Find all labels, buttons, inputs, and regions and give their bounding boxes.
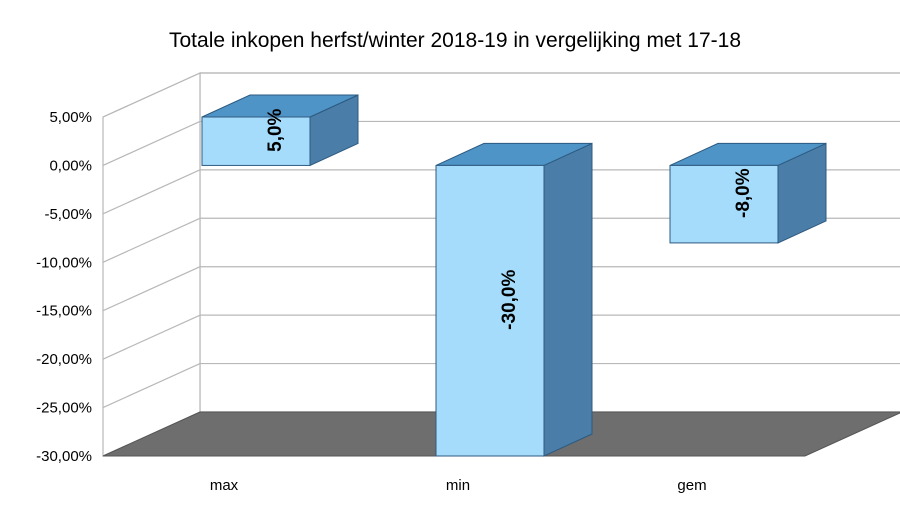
x-tick-label: gem bbox=[677, 477, 706, 494]
y-tick-label: 0,00% bbox=[49, 157, 92, 174]
bar-side bbox=[543, 142, 593, 457]
bar-front bbox=[669, 164, 779, 244]
y-tick-label: -5,00% bbox=[44, 206, 92, 223]
y-tick-label: -30,00% bbox=[36, 448, 92, 465]
x-tick-label: max bbox=[210, 477, 239, 494]
gridline-side-3 bbox=[102, 217, 201, 263]
bar-front bbox=[435, 164, 545, 457]
y-tick-label: -10,00% bbox=[36, 254, 92, 271]
y-tick-label: 5,00% bbox=[49, 109, 92, 126]
bars: 5,0% -30,0% -8,0% bbox=[201, 94, 827, 457]
gridline-side-6 bbox=[102, 363, 201, 409]
side-wall bbox=[102, 72, 201, 457]
bar-min: -30,0% bbox=[435, 142, 593, 457]
bar-max: 5,0% bbox=[201, 94, 359, 167]
x-axis-categories: max min gem bbox=[210, 477, 707, 494]
y-axis-ticks: 5,00% 0,00% -5,00% -10,00% -15,00% -20,00% -25… bbox=[36, 109, 92, 465]
bar-gem: -8,0% bbox=[669, 142, 827, 244]
gridline-side-1 bbox=[102, 120, 201, 166]
y-tick-label: -25,00% bbox=[36, 400, 92, 417]
x-tick-label: min bbox=[446, 477, 470, 494]
data-label: -30,0% bbox=[499, 270, 520, 330]
gridline-side-4 bbox=[102, 266, 201, 312]
data-label: 5,0% bbox=[265, 108, 286, 151]
y-tick-label: -15,00% bbox=[36, 303, 92, 320]
chart-title: Totale inkopen herfst/winter 2018-19 in … bbox=[169, 29, 741, 52]
gridline-side-2 bbox=[102, 169, 201, 215]
data-label: -8,0% bbox=[733, 168, 754, 218]
gridline-side-5 bbox=[102, 314, 201, 360]
y-tick-label: -20,00% bbox=[36, 351, 92, 368]
gridline-side-0 bbox=[102, 72, 201, 118]
bar-front bbox=[201, 116, 311, 166]
